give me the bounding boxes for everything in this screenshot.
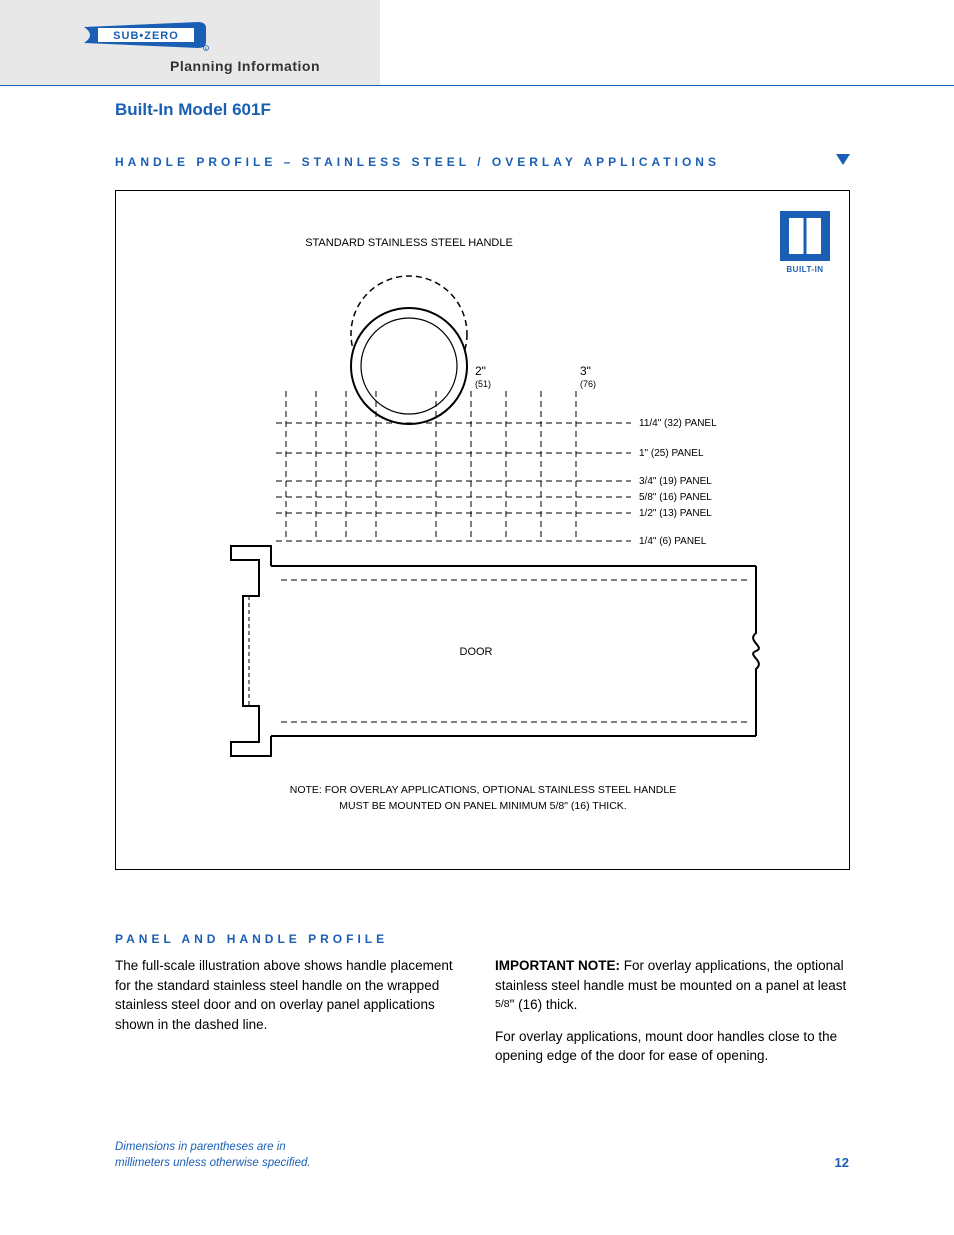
section2-heading: PANEL AND HANDLE PROFILE <box>115 932 388 946</box>
page-number: 12 <box>835 1155 849 1170</box>
header-rule <box>0 85 954 86</box>
logo-badge-svg: SUB•ZERO R <box>80 18 210 52</box>
important-note-bold: IMPORTANT NOTE: <box>495 958 620 973</box>
svg-text:1/4" (6) PANEL: 1/4" (6) PANEL <box>639 536 707 547</box>
svg-text:5/8" (16) PANEL: 5/8" (16) PANEL <box>639 492 712 503</box>
section1-heading: HANDLE PROFILE – STAINLESS STEEL / OVERL… <box>115 155 720 169</box>
body-left-column: The full-scale illustration above shows … <box>115 956 455 1034</box>
handle-profile-diagram: STANDARD STAINLESS STEEL HANDLE 2"(51) 3"(… <box>116 191 851 871</box>
svg-text:MUST BE MOUNTED ON PANEL MINIM: MUST BE MOUNTED ON PANEL MINIMUM 5/8" (1… <box>339 800 626 812</box>
svg-text:NOTE: FOR OVERLAY APPLICATIONS: NOTE: FOR OVERLAY APPLICATIONS, OPTIONAL… <box>290 784 676 796</box>
left-paragraph: The full-scale illustration above shows … <box>115 956 455 1034</box>
right-paragraph-2: For overlay applications, mount door han… <box>495 1027 850 1066</box>
svg-text:1" (25) PANEL: 1" (25) PANEL <box>639 448 704 459</box>
svg-text:2": 2" <box>475 364 486 378</box>
page-title: Built-In Model 601F <box>115 100 271 120</box>
svg-text:DOOR: DOOR <box>460 646 493 658</box>
svg-text:1/2" (13) PANEL: 1/2" (13) PANEL <box>639 508 712 519</box>
body-right-column: IMPORTANT NOTE: For overlay applications… <box>495 956 850 1078</box>
svg-text:STANDARD STAINLESS STEEL HANDL: STANDARD STAINLESS STEEL HANDLE <box>305 237 513 249</box>
sub-zero-logo: SUB•ZERO R <box>80 18 210 52</box>
svg-text:3/4" (19) PANEL: 3/4" (19) PANEL <box>639 476 712 487</box>
footer-note: Dimensions in parentheses are in millime… <box>115 1140 311 1171</box>
svg-text:SUB•ZERO: SUB•ZERO <box>113 30 179 42</box>
collapse-triangle-icon <box>836 154 850 165</box>
svg-text:11/4" (32) PANEL: 11/4" (32) PANEL <box>639 418 717 429</box>
important-note-para: IMPORTANT NOTE: For overlay applications… <box>495 956 850 1015</box>
diagram-container: BUILT-IN STANDARD STAINLESS STEEL HANDLE… <box>115 190 850 870</box>
header-subtitle: Planning Information <box>170 58 320 74</box>
svg-text:(51): (51) <box>475 379 491 389</box>
svg-text:3": 3" <box>580 364 591 378</box>
svg-text:(76): (76) <box>580 379 596 389</box>
